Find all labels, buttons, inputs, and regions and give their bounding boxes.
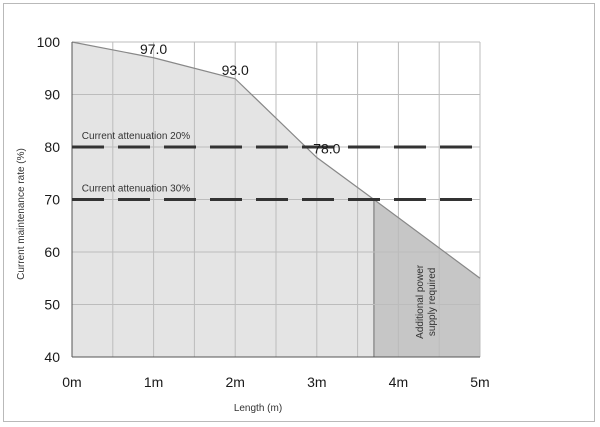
shaded-region-label: Additional powersupply required xyxy=(415,264,438,339)
y-tick-label: 60 xyxy=(44,244,60,260)
shaded-region-label-line: Additional power xyxy=(415,264,426,339)
series-line xyxy=(71,41,481,279)
y-tick-label: 100 xyxy=(37,34,61,50)
x-tick-label: 1m xyxy=(144,374,163,390)
shaded-region-label-line: supply required xyxy=(427,268,438,336)
y-axis-label: Current maintenance rate (%) xyxy=(16,148,27,280)
x-tick-label: 3m xyxy=(307,374,326,390)
y-tick-label: 90 xyxy=(44,87,60,103)
reference-line-label-2: Current attenuation 30% xyxy=(82,184,191,195)
y-tick-label: 50 xyxy=(44,297,60,313)
x-tick-label: 5m xyxy=(470,374,489,390)
data-label: 78.0 xyxy=(313,141,340,157)
shaded-region xyxy=(373,199,480,357)
x-tick-label: 4m xyxy=(389,374,408,390)
x-tick-label: 0m xyxy=(62,374,81,390)
x-tick-label: 2m xyxy=(225,374,244,390)
data-label: 93.0 xyxy=(222,62,249,78)
reference-line-label-1: Current attenuation 20% xyxy=(82,131,191,142)
y-tick-label: 40 xyxy=(44,349,60,365)
data-label: 97.0 xyxy=(140,41,167,57)
y-tick-label: 70 xyxy=(44,192,60,208)
y-tick-label: 80 xyxy=(44,139,60,155)
x-axis-label: Length (m) xyxy=(234,403,282,414)
